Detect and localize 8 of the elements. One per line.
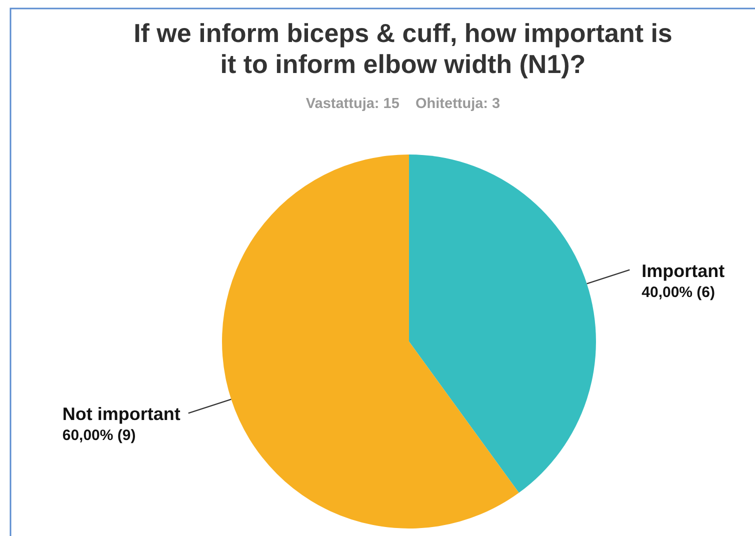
slice-label: Important [642,260,725,281]
chart-subtitle: Vastattuja: 15 Ohitettuja: 3 [306,96,500,112]
chart-title: If we inform biceps & cuff, how important is it to inform elbow width (N1)? [134,18,672,79]
slice-label: Not important [62,404,180,424]
pie-slice [409,154,596,493]
data-label: 40,00% (6) [642,284,716,301]
data-label: 60,00% (9) [62,427,136,444]
pie-slice [222,154,519,528]
